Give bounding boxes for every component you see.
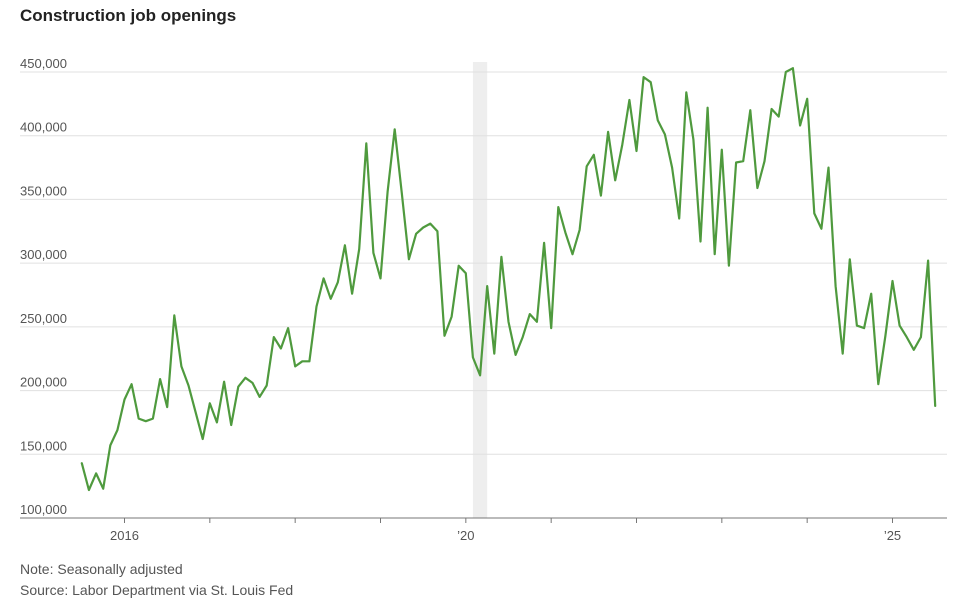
series-line — [80, 67, 937, 492]
chart-note: Note: Seasonally adjusted — [20, 561, 183, 577]
recession-band-layer — [472, 62, 488, 518]
y-tick-label: 450,000 — [20, 56, 67, 71]
chart-title: Construction job openings — [20, 6, 237, 25]
x-tick-label: ’20 — [457, 528, 474, 543]
x-tick-label: 2016 — [110, 528, 139, 543]
y-tick-label: 300,000 — [20, 247, 67, 262]
series-layer — [80, 67, 937, 492]
y-axis: 100,000 150,000 200,000 250,000 300,000 350,0… — [20, 56, 67, 517]
y-tick-label: 150,000 — [20, 438, 67, 453]
chart-source: Source: Labor Department via St. Louis F… — [20, 582, 294, 598]
x-tick-label: ’25 — [884, 528, 901, 543]
y-tick-label: 200,000 — [20, 375, 67, 390]
y-tick-label: 350,000 — [20, 183, 67, 198]
x-axis: 2016 ’20 ’25 — [20, 517, 947, 543]
y-tick-label: 100,000 — [20, 502, 67, 517]
y-tick-label: 250,000 — [20, 311, 67, 326]
line-chart: 100,000 150,000 200,000 250,000 300,000 350,0… — [20, 56, 947, 543]
recession-band — [472, 62, 488, 518]
y-tick-label: 400,000 — [20, 120, 67, 135]
